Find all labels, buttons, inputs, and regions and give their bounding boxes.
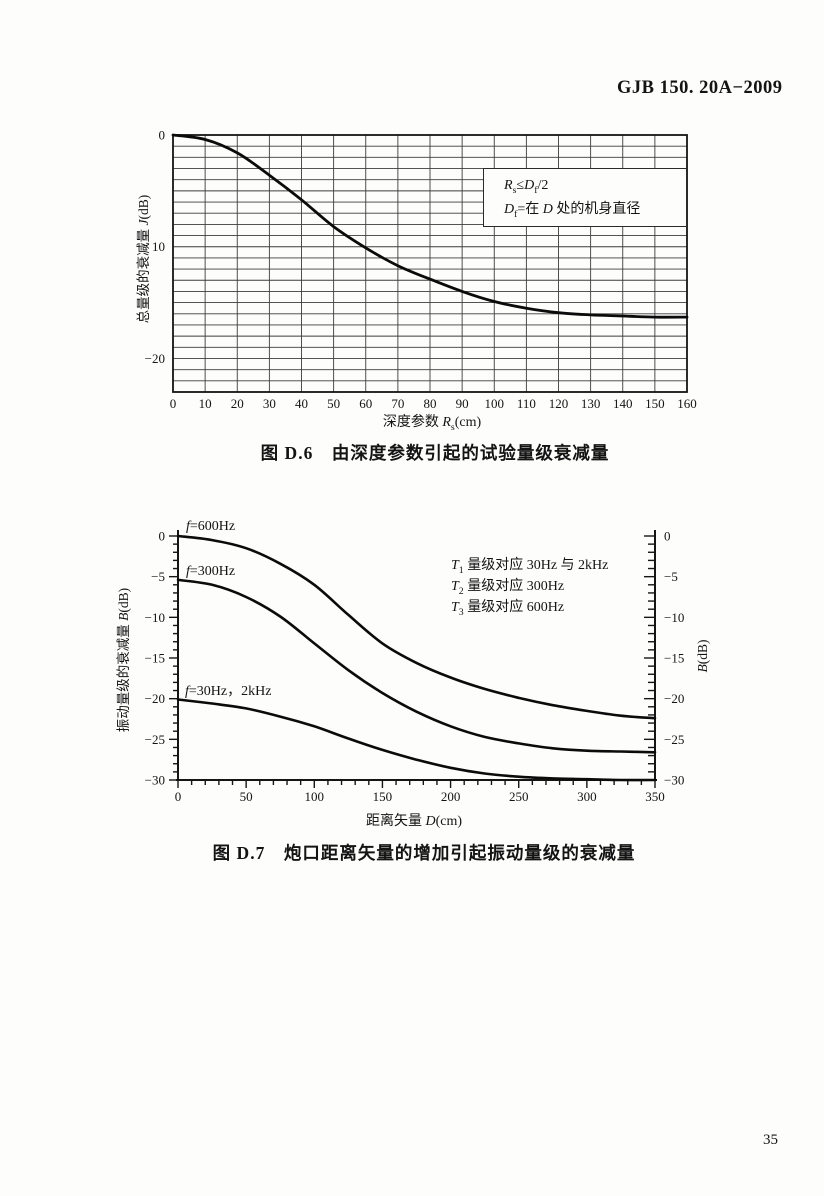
svg-text:−10: −10	[664, 610, 684, 625]
d7-tick-labels: 0 0 −5 −5 −10 −10 −15 −15 −20 −20 −25 −25 −30 −30 0 50 1…	[145, 529, 685, 805]
d7-ticks	[169, 535, 656, 788]
figure-d7-legend-line-2: T2 量级对应 300Hz	[451, 579, 565, 597]
svg-text:150: 150	[645, 396, 665, 411]
standard-number-header: GJB 150. 20A−2009	[617, 78, 783, 98]
svg-text:140: 140	[613, 396, 633, 411]
svg-text:60: 60	[359, 396, 372, 411]
figure-d7-legend-line-3: T3 量级对应 600Hz	[451, 600, 565, 618]
figure-d7-x-axis-label: 距离矢量 D(cm)	[365, 814, 463, 829]
svg-text:100: 100	[305, 789, 325, 804]
svg-text:100: 100	[485, 396, 505, 411]
figure-d6-caption: 图 D.6 由深度参数引起的试验量级衰减量	[260, 443, 610, 463]
svg-text:−5: −5	[151, 569, 165, 584]
svg-text:0: 0	[159, 128, 166, 143]
svg-text:350: 350	[645, 789, 665, 804]
svg-text:50: 50	[240, 789, 253, 804]
svg-text:130: 130	[581, 396, 601, 411]
svg-text:10: 10	[199, 396, 212, 411]
svg-text:−20: −20	[145, 351, 165, 366]
figure-d6-annotation-line1: Rs≤Df/2	[504, 178, 549, 196]
figure-d6-annotation-line2: Df=在 D 处的机身直径	[504, 202, 641, 220]
svg-text:80: 80	[424, 396, 437, 411]
figure-d7-curve-label-300hz: f=300Hz	[186, 564, 236, 579]
d6-x-tick-labels: 0 10 20 30 40 50 60 70 80 90 100 110 120 130 140 150 160	[170, 396, 697, 411]
figure-d6-x-axis-label: 深度参数 Rs(cm)	[382, 415, 482, 433]
svg-text:120: 120	[549, 396, 569, 411]
svg-text:30: 30	[263, 396, 276, 411]
svg-text:−20: −20	[145, 691, 165, 706]
figure-d7-left-y-axis-label: 振动量级的衰减量 B(dB)	[116, 587, 131, 733]
figure-d7-chart: 0 0 −5 −5 −10 −10 −15 −15 −20 −20 −25 −25 −30 −30 0 50 1…	[145, 529, 685, 805]
figure-d7-curve-label-30hz-2khz: f=30Hz，2kHz	[185, 684, 272, 699]
d7-curve-f-600hz	[176, 534, 657, 720]
figure-d7-legend-line-1: T1 量级对应 30Hz 与 2kHz	[451, 558, 609, 576]
d7-curve-f-30hz-2khz	[176, 698, 657, 782]
svg-text:0: 0	[175, 789, 182, 804]
svg-text:250: 250	[509, 789, 529, 804]
d6-curve	[171, 133, 689, 319]
svg-text:300: 300	[577, 789, 597, 804]
svg-text:10: 10	[152, 239, 165, 254]
svg-text:160: 160	[677, 396, 697, 411]
figure-d7-curve-label-600hz: f=600Hz	[186, 519, 236, 534]
svg-text:−20: −20	[664, 691, 684, 706]
svg-text:0: 0	[664, 529, 671, 544]
page-number: 35	[763, 1132, 778, 1148]
svg-text:70: 70	[391, 396, 404, 411]
figure-d6-annotation-box: Rs≤Df/2 Df=在 D 处的机身直径	[483, 168, 687, 227]
svg-text:90: 90	[456, 396, 469, 411]
svg-text:110: 110	[517, 396, 536, 411]
svg-text:−10: −10	[145, 610, 165, 625]
figure-d7-legend: T1 量级对应 30Hz 与 2kHz T2 量级对应 300Hz T3 量级对…	[451, 555, 608, 618]
svg-text:−5: −5	[664, 569, 678, 584]
d6-y-tick-labels: 0 10 −20	[145, 128, 165, 366]
figure-d7-caption: 图 D.7 炮口距离矢量的增加引起振动量级的衰减量	[212, 843, 636, 863]
svg-text:150: 150	[373, 789, 393, 804]
d6-plot-border	[172, 134, 688, 393]
svg-text:20: 20	[231, 396, 244, 411]
svg-text:0: 0	[170, 396, 177, 411]
svg-text:200: 200	[441, 789, 461, 804]
d7-curve-f-300hz	[176, 578, 657, 754]
svg-text:−25: −25	[664, 732, 684, 747]
svg-text:40: 40	[295, 396, 308, 411]
svg-text:50: 50	[327, 396, 340, 411]
figure-d6-chart: 0 10 20 30 40 50 60 70 80 90 100 110 120 130 140 150 160…	[145, 128, 697, 412]
svg-text:−15: −15	[664, 651, 684, 666]
svg-text:−30: −30	[664, 773, 684, 788]
svg-text:0: 0	[159, 529, 166, 544]
figure-d6-y-axis-label: 总量级的衰减量 J(dB)	[136, 194, 151, 324]
figure-d7-right-y-axis-label: B(dB)	[695, 639, 710, 673]
svg-text:−15: −15	[145, 651, 165, 666]
svg-text:−30: −30	[145, 773, 165, 788]
svg-text:−25: −25	[145, 732, 165, 747]
